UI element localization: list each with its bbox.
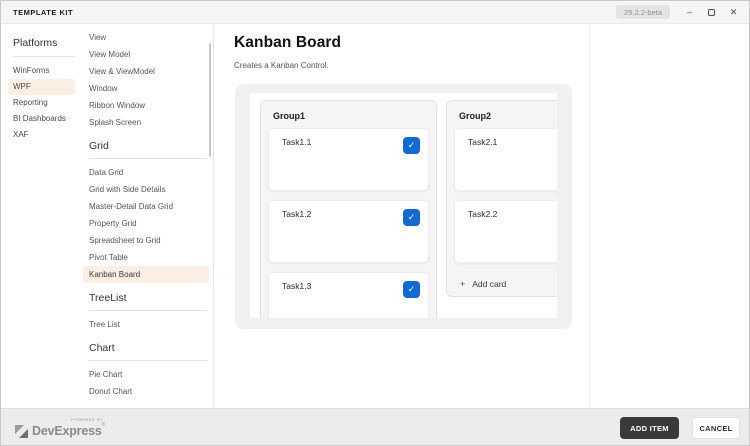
footer: POWERED BY DevExpress® ADD ITEM CANCEL (1, 408, 749, 445)
kanban-preview-frame: Group1 Task1.1 ✓ Task1.2 ✓ Task1.3 ✓ Group2 Task… (235, 84, 572, 329)
devexpress-mark-icon (15, 424, 28, 438)
template-item-property-grid[interactable]: Property Grid (89, 219, 137, 228)
template-nav: View View Model View & ViewModel Window Ribb… (81, 24, 214, 408)
template-item-spreadsheet-to-grid[interactable]: Spreadsheet to Grid (89, 236, 161, 245)
page-description: Creates a Kanban Control. (234, 61, 329, 70)
kanban-card-task1-2: Task1.2 ✓ (268, 200, 429, 263)
template-item-data-grid[interactable]: Data Grid (89, 168, 124, 177)
brand-name: DevExpress (32, 423, 102, 438)
add-item-button[interactable]: ADD ITEM (620, 417, 679, 439)
version-badge: 25.2.2-beta (616, 5, 670, 19)
window-controls: – ✕ (684, 7, 739, 18)
template-item-pivot-table[interactable]: Pivot Table (89, 253, 128, 262)
kanban-column-group2: Group2 Task2.1 Task2.2 + Add card (446, 100, 557, 297)
platform-list: WinForms WPF Reporting BI Dashboards XAF (1, 63, 81, 143)
template-item-view-viewmodel[interactable]: View & ViewModel (89, 67, 155, 76)
close-button[interactable]: ✕ (729, 6, 738, 17)
kanban-card-label: Task1.2 (282, 209, 312, 219)
kanban-card-label: Task2.1 (468, 137, 498, 147)
template-item-window[interactable]: Window (89, 84, 118, 93)
platforms-sidebar: Platforms WinForms WPF Reporting BI Dashboa… (1, 24, 81, 408)
template-item-grid-with-side-details[interactable]: Grid with Side Details (89, 185, 166, 194)
template-nav-scrollbar[interactable] (209, 43, 211, 157)
template-item-pie-chart[interactable]: Pie Chart (89, 370, 123, 379)
titlebar: TEMPLATE KIT 25.2.2-beta – ✕ (1, 1, 749, 24)
kanban-card-list: Task1.1 ✓ Task1.2 ✓ Task1.3 ✓ (261, 128, 436, 318)
detail-divider (589, 24, 590, 408)
template-item-view[interactable]: View (89, 33, 107, 42)
template-item-ribbon-window[interactable]: Ribbon Window (89, 101, 146, 110)
app-title: TEMPLATE KIT (13, 7, 74, 17)
maximize-icon (708, 8, 715, 16)
kanban-card-task1-3: Task1.3 ✓ (268, 272, 429, 318)
registered-mark: ® (101, 421, 106, 428)
body: Platforms WinForms WPF Reporting BI Dashboa… (1, 24, 749, 408)
kanban-column-header: Group2 (459, 111, 492, 121)
template-item-master-detail-data-grid[interactable]: Master-Detail Data Grid (89, 202, 174, 211)
kanban-card-label: Task1.1 (282, 137, 312, 147)
template-group-heading-treelist: TreeList (89, 292, 207, 311)
platform-item-wpf[interactable]: WPF (8, 79, 75, 95)
template-group-heading-grid: Grid (89, 140, 207, 159)
platforms-heading: Platforms (13, 37, 75, 57)
page-title: Kanban Board (234, 34, 342, 51)
platform-item-winforms[interactable]: WinForms (13, 66, 50, 75)
template-list: View View Model View & ViewModel Window Ribb… (81, 29, 213, 400)
kanban-card-task2-1: Task2.1 (454, 128, 557, 191)
kanban-card-list: Task2.1 Task2.2 (447, 128, 557, 263)
template-item-donut-chart[interactable]: Donut Chart (89, 387, 133, 396)
kanban-card-task2-2: Task2.2 (454, 200, 557, 263)
template-item-tree-list[interactable]: Tree List (89, 320, 120, 329)
checked-checkbox-icon: ✓ (403, 281, 420, 298)
platform-item-reporting[interactable]: Reporting (13, 98, 48, 107)
detail-pane: Kanban Board Creates a Kanban Control. G… (214, 24, 749, 408)
devexpress-wordmark: POWERED BY DevExpress® (32, 416, 106, 439)
kanban-board-preview-inner: Group1 Task1.1 ✓ Task1.2 ✓ Task1.3 ✓ Group2 Task… (250, 93, 557, 318)
kanban-card-task1-1: Task1.1 ✓ (268, 128, 429, 191)
checked-checkbox-icon: ✓ (403, 209, 420, 226)
add-card-label: Add card (472, 279, 507, 289)
kanban-card-label: Task1.3 (282, 281, 312, 291)
template-group-heading-chart: Chart (89, 342, 207, 361)
powered-by-label: POWERED BY (71, 416, 104, 422)
kanban-column-group1: Group1 Task1.1 ✓ Task1.2 ✓ Task1.3 ✓ (260, 100, 437, 318)
minimize-button[interactable]: – (686, 6, 692, 17)
template-item-kanban-board[interactable]: Kanban Board (83, 266, 209, 283)
maximize-button[interactable] (706, 7, 717, 18)
platform-item-xaf[interactable]: XAF (13, 130, 29, 139)
devexpress-logo: POWERED BY DevExpress® (15, 416, 106, 439)
kanban-card-label: Task2.2 (468, 209, 498, 219)
footer-buttons: ADD ITEM CANCEL (620, 417, 740, 439)
add-card-row: + Add card (447, 272, 557, 296)
plus-icon: + (460, 279, 466, 289)
template-item-splash-screen[interactable]: Splash Screen (89, 118, 142, 127)
checked-checkbox-icon: ✓ (403, 137, 420, 154)
platform-item-bi-dashboards[interactable]: BI Dashboards (13, 114, 66, 123)
template-item-view-model[interactable]: View Model (89, 50, 131, 59)
cancel-button[interactable]: CANCEL (692, 417, 740, 439)
kanban-column-header: Group1 (273, 111, 306, 121)
